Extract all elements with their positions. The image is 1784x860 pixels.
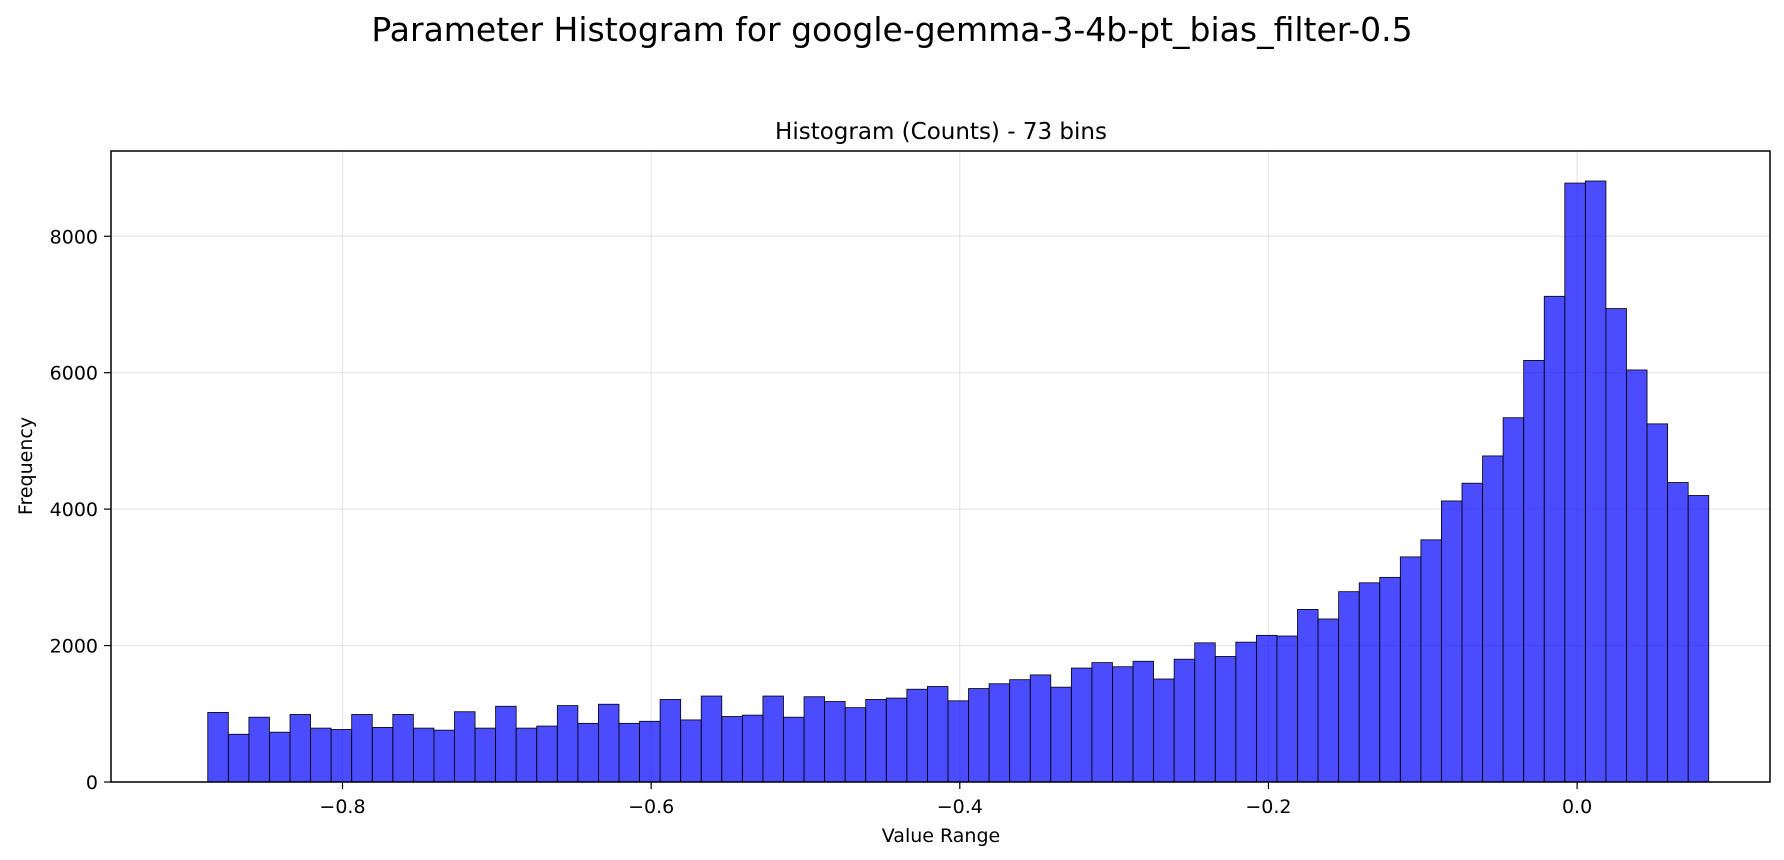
histogram-bar (1153, 678, 1175, 783)
histogram-bar (721, 716, 743, 783)
y-tick-label: 4000 (50, 499, 98, 521)
histogram-bar (1009, 679, 1031, 783)
histogram-bar (1379, 576, 1401, 783)
histogram-bar (1584, 180, 1607, 783)
histogram-bar (1461, 482, 1483, 783)
histogram-bar (947, 700, 969, 783)
histogram-bar (659, 699, 682, 783)
y-tick-label: 2000 (50, 636, 98, 658)
x-tick-label: −0.8 (319, 796, 365, 818)
histogram-bar (988, 683, 1011, 783)
histogram-bar (1029, 674, 1052, 783)
histogram-bar (906, 688, 928, 783)
histogram-bar (1605, 308, 1627, 783)
y-tick-label: 6000 (50, 363, 98, 385)
histogram-bar (1173, 658, 1196, 783)
figure-title: Parameter Histogram for google-gemma-3-4… (371, 10, 1412, 49)
histogram-bar (741, 714, 764, 783)
histogram-bar (412, 727, 435, 783)
x-tick-label: −0.6 (628, 796, 674, 818)
histogram-bar (474, 727, 497, 783)
histogram-bar (927, 686, 949, 783)
histogram-bar (639, 720, 661, 783)
histogram-bar (495, 705, 517, 783)
x-axis-label: Value Range (882, 825, 1000, 847)
histogram-bar (371, 727, 394, 783)
histogram-bar (1358, 582, 1381, 783)
histogram-bar (844, 707, 867, 783)
histogram-bar (618, 722, 640, 783)
histogram-bar (227, 733, 250, 783)
axes-title: Histogram (Counts) - 73 bins (775, 119, 1107, 145)
x-tick-label: −0.2 (1245, 796, 1291, 818)
histogram-bar (1276, 635, 1298, 783)
histogram-bar (1399, 556, 1422, 783)
histogram-bar (1564, 182, 1586, 783)
histogram-bar (1297, 609, 1319, 783)
histogram-bar (885, 697, 908, 783)
histogram-bar (536, 725, 558, 783)
histogram-bar (968, 688, 990, 783)
histogram-bar (824, 701, 846, 783)
histogram-bar (454, 711, 476, 783)
histogram-bar (1070, 667, 1093, 783)
histogram-bar (1091, 662, 1113, 783)
histogram-bar (1338, 591, 1360, 783)
histogram-bars (207, 180, 1710, 783)
histogram-bar (289, 714, 311, 783)
histogram-bar (1255, 634, 1278, 783)
histogram-bar (1112, 666, 1134, 783)
histogram-bar (1132, 660, 1154, 783)
y-axis-label: Frequency (15, 417, 37, 515)
histogram-bar (1523, 360, 1545, 783)
histogram-bar (783, 716, 805, 783)
histogram-bar (1214, 656, 1237, 783)
histogram-bar (1646, 423, 1669, 783)
histogram-bar (1482, 455, 1504, 783)
histogram-bar (700, 695, 723, 783)
histogram-bar (1441, 500, 1463, 783)
histogram-bar (515, 727, 538, 783)
histogram-bar (1235, 641, 1257, 783)
histogram-bar (1667, 482, 1689, 783)
y-tick-label: 0 (86, 772, 98, 794)
x-tick-label: −0.4 (937, 796, 983, 818)
histogram-bar (248, 716, 270, 783)
y-axis-ticks: 0 2000 4000 6000 8000 (50, 226, 111, 794)
histogram-bar (680, 719, 702, 783)
histogram-bar (556, 705, 579, 783)
histogram-bar (269, 731, 291, 783)
histogram-bar (1420, 539, 1442, 783)
histogram-bar (351, 714, 373, 783)
histogram-bar (577, 722, 599, 783)
histogram-bar (865, 699, 887, 783)
histogram-bar (310, 727, 332, 783)
histogram-bar (392, 714, 414, 783)
histogram-bar (1050, 686, 1072, 783)
histogram-bar (330, 729, 353, 783)
x-axis-ticks: −0.8 −0.6 −0.4 −0.2 0.0 (319, 782, 1592, 818)
histogram-bar (207, 712, 229, 783)
plot-frame (110, 150, 1771, 783)
histogram-bar (1626, 369, 1648, 783)
histogram-bar (803, 696, 825, 783)
histogram-bar (598, 703, 620, 783)
histogram-bar (1687, 495, 1710, 783)
histogram-bar (1543, 295, 1566, 783)
histogram-bar (433, 729, 455, 783)
histogram-bar (762, 695, 784, 783)
histogram-bar (1194, 642, 1216, 783)
histogram-bar (1502, 417, 1525, 783)
histogram-bar (1317, 618, 1340, 783)
x-tick-label: 0.0 (1562, 796, 1592, 818)
y-tick-label: 8000 (50, 226, 98, 248)
